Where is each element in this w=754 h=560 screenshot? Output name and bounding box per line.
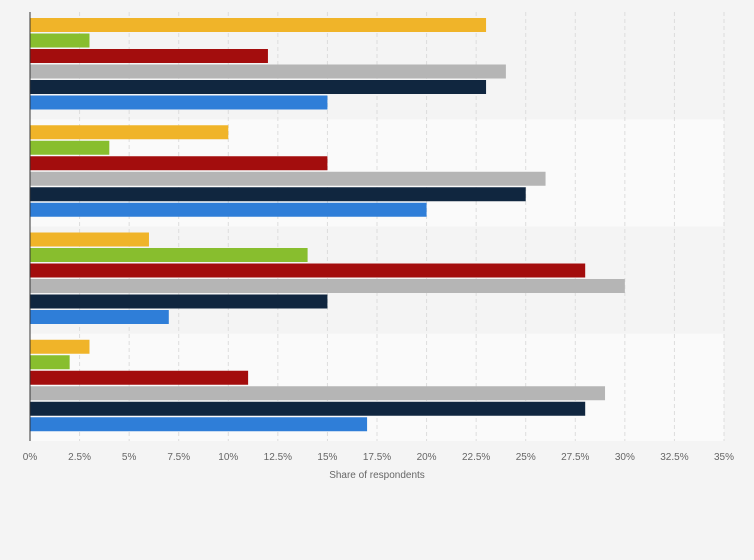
bars: [30, 18, 625, 432]
x-tick-label: 17.5%: [363, 452, 391, 463]
x-tick-label: 27.5%: [561, 452, 589, 463]
x-tick-label: 10%: [218, 452, 238, 463]
bar[interactable]: [30, 64, 506, 79]
bar[interactable]: [30, 339, 90, 354]
x-tick-label: 25%: [516, 452, 536, 463]
bar[interactable]: [30, 140, 110, 155]
x-tick-label: 35%: [714, 452, 734, 463]
bar[interactable]: [30, 125, 229, 140]
bar[interactable]: [30, 355, 70, 370]
x-tick-label: 32.5%: [660, 452, 688, 463]
bar[interactable]: [30, 33, 90, 48]
bar[interactable]: [30, 248, 308, 262]
x-axis-ticks: 0% 2.5% 5% 7.5% 10% 12.5% 15% 17.5% 20% 22.5% 25% 2…: [23, 452, 734, 463]
x-tick-label: 7.5%: [167, 452, 190, 463]
bar[interactable]: [30, 386, 606, 401]
bar[interactable]: [30, 95, 328, 110]
bar[interactable]: [30, 417, 368, 432]
x-tick-label: 22.5%: [462, 452, 490, 463]
bar[interactable]: [30, 187, 526, 202]
bar[interactable]: [30, 49, 268, 63]
bar[interactable]: [30, 294, 328, 309]
x-tick-label: 15%: [317, 452, 337, 463]
x-tick-label: 30%: [615, 452, 635, 463]
bar[interactable]: [30, 202, 427, 217]
bar[interactable]: [30, 279, 625, 293]
bar[interactable]: [30, 171, 546, 186]
x-tick-label: 2.5%: [68, 452, 91, 463]
bar[interactable]: [30, 263, 586, 278]
x-axis-label: Share of respondents: [329, 470, 425, 481]
bar[interactable]: [30, 80, 487, 94]
bar[interactable]: [30, 370, 249, 385]
x-tick-label: 12.5%: [264, 452, 292, 463]
x-tick-label: 20%: [417, 452, 437, 463]
bar[interactable]: [30, 156, 328, 171]
x-tick-label: 0%: [23, 452, 38, 463]
bar[interactable]: [30, 401, 586, 416]
bar[interactable]: [30, 232, 149, 247]
bar[interactable]: [30, 18, 487, 32]
bar[interactable]: [30, 310, 169, 324]
x-tick-label: 5%: [122, 452, 137, 463]
